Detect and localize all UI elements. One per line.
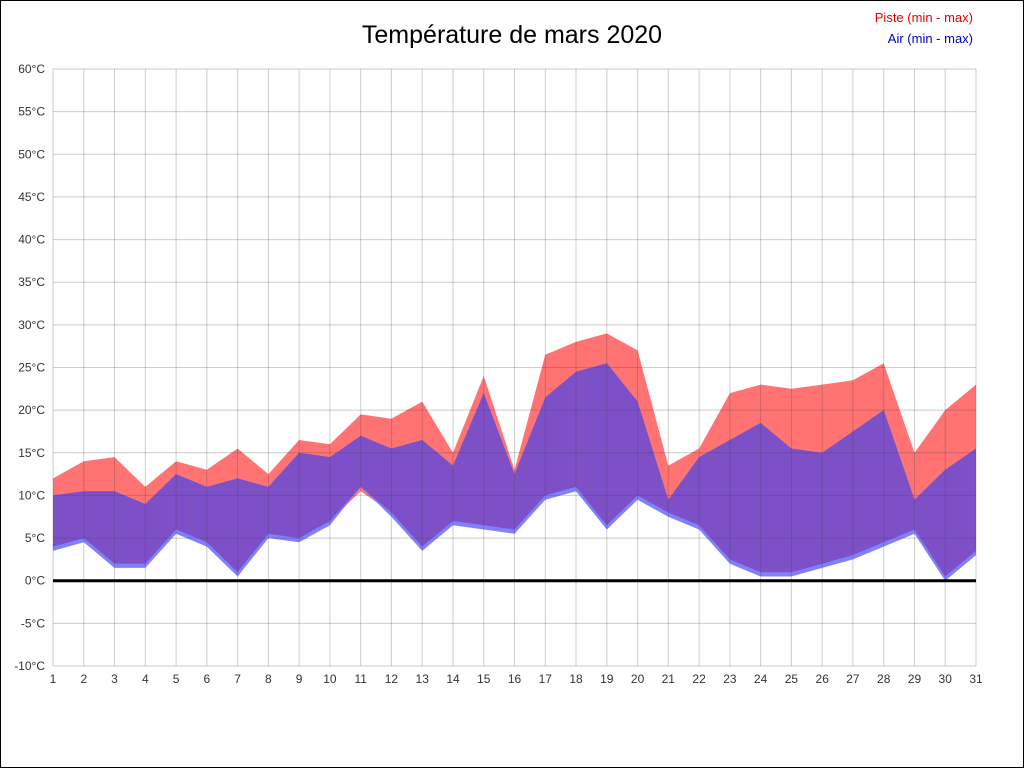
x-tick-label: 10 xyxy=(323,672,337,686)
legend: Piste (min - max) Air (min - max) xyxy=(875,7,973,49)
y-tick-label: -10°C xyxy=(14,659,45,673)
y-tick-label: 60°C xyxy=(18,62,45,76)
y-tick-label: 50°C xyxy=(18,147,45,161)
x-tick-label: 8 xyxy=(265,672,272,686)
x-tick-label: 17 xyxy=(539,672,553,686)
x-tick-label: 18 xyxy=(569,672,583,686)
x-tick-label: 13 xyxy=(416,672,430,686)
y-tick-label: 35°C xyxy=(18,275,45,289)
x-tick-label: 19 xyxy=(600,672,614,686)
overlap-band xyxy=(53,363,976,577)
y-tick-label: 20°C xyxy=(18,403,45,417)
x-tick-label: 7 xyxy=(234,672,241,686)
legend-piste-label: Piste (min - max) xyxy=(874,10,973,25)
x-tick-label: 1 xyxy=(50,672,57,686)
x-tick-label: 2 xyxy=(80,672,87,686)
x-tick-label: 14 xyxy=(446,672,460,686)
x-tick-label: 9 xyxy=(296,672,303,686)
y-tick-label: 15°C xyxy=(18,446,45,460)
x-tick-label: 29 xyxy=(908,672,922,686)
x-tick-label: 12 xyxy=(385,672,399,686)
x-tick-label: 15 xyxy=(477,672,491,686)
x-tick-label: 26 xyxy=(816,672,830,686)
y-tick-label: 5°C xyxy=(25,531,45,545)
x-tick-label: 22 xyxy=(692,672,706,686)
y-axis-labels: 60°C 55°C 50°C 45°C 40°C 35°C 30°C 25°C 20°C 15°C… xyxy=(14,62,45,673)
y-tick-label: 10°C xyxy=(18,488,45,502)
y-tick-label: 25°C xyxy=(18,361,45,375)
y-tick-label: 0°C xyxy=(25,574,45,588)
x-tick-label: 31 xyxy=(969,672,983,686)
x-tick-label: 27 xyxy=(846,672,860,686)
x-tick-label: 4 xyxy=(142,672,149,686)
x-axis-labels: 1 2 3 4 5 6 7 8 9 10 11 12 13 14 15 16 17 18 19 20 21 22 23 24 2… xyxy=(50,672,983,686)
x-tick-label: 24 xyxy=(754,672,768,686)
x-tick-label: 5 xyxy=(173,672,180,686)
x-tick-label: 3 xyxy=(111,672,118,686)
temperature-bands xyxy=(53,333,976,581)
grid xyxy=(52,68,977,667)
x-tick-label: 25 xyxy=(785,672,799,686)
x-tick-label: 20 xyxy=(631,672,645,686)
y-tick-label: -5°C xyxy=(21,616,45,630)
x-tick-label: 6 xyxy=(203,672,210,686)
x-tick-label: 30 xyxy=(939,672,953,686)
x-tick-label: 28 xyxy=(877,672,891,686)
x-tick-label: 11 xyxy=(354,672,367,686)
y-tick-label: 40°C xyxy=(18,233,45,247)
chart-title: Température de mars 2020 xyxy=(361,21,663,49)
y-tick-label: 55°C xyxy=(18,105,45,119)
y-tick-label: 30°C xyxy=(18,318,45,332)
x-tick-label: 23 xyxy=(723,672,737,686)
legend-air-label: Air (min - max) xyxy=(887,31,973,46)
x-tick-label: 16 xyxy=(508,672,522,686)
x-tick-label: 21 xyxy=(662,672,676,686)
y-tick-label: 45°C xyxy=(18,190,45,204)
